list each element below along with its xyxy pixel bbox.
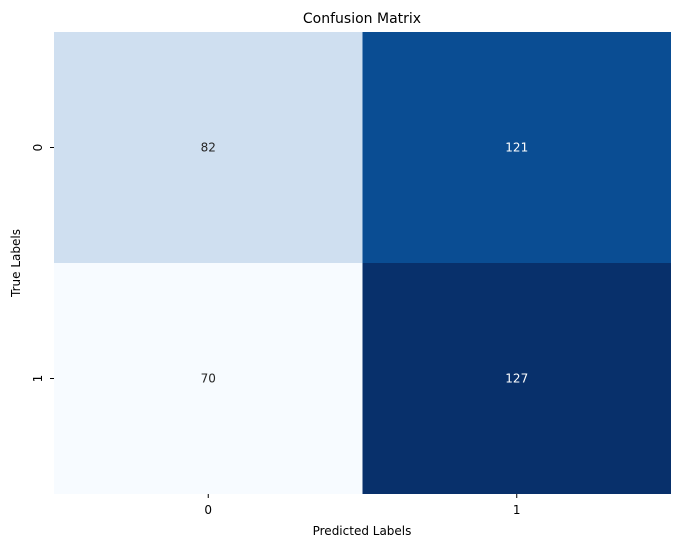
heatmap-cells [54,32,671,494]
y-tick-label-0: 0 [31,144,45,152]
heatmap-cell-r0-c1 [362,32,671,263]
x-tick-label-0: 0 [204,503,212,517]
heatmap-cell-r1-c0 [54,263,363,494]
y-axis-label: True Labels [9,229,23,298]
chart-title: Confusion Matrix [303,11,421,27]
cell-value-r1-c0: 70 [201,372,216,386]
y-axis-ticks: 01 [31,144,54,383]
heatmap-cell-r0-c0 [54,32,363,263]
cell-value-r0-c1: 121 [505,141,528,155]
y-tick-label-1: 1 [31,375,45,383]
cell-value-r0-c0: 82 [201,141,216,155]
cell-value-r1-c1: 127 [505,372,528,386]
x-axis-label: Predicted Labels [313,524,412,538]
heatmap-cell-r1-c1 [362,263,671,494]
x-tick-label-1: 1 [513,503,521,517]
heatmap-cell-labels: 82 121 70 127 [201,141,529,386]
